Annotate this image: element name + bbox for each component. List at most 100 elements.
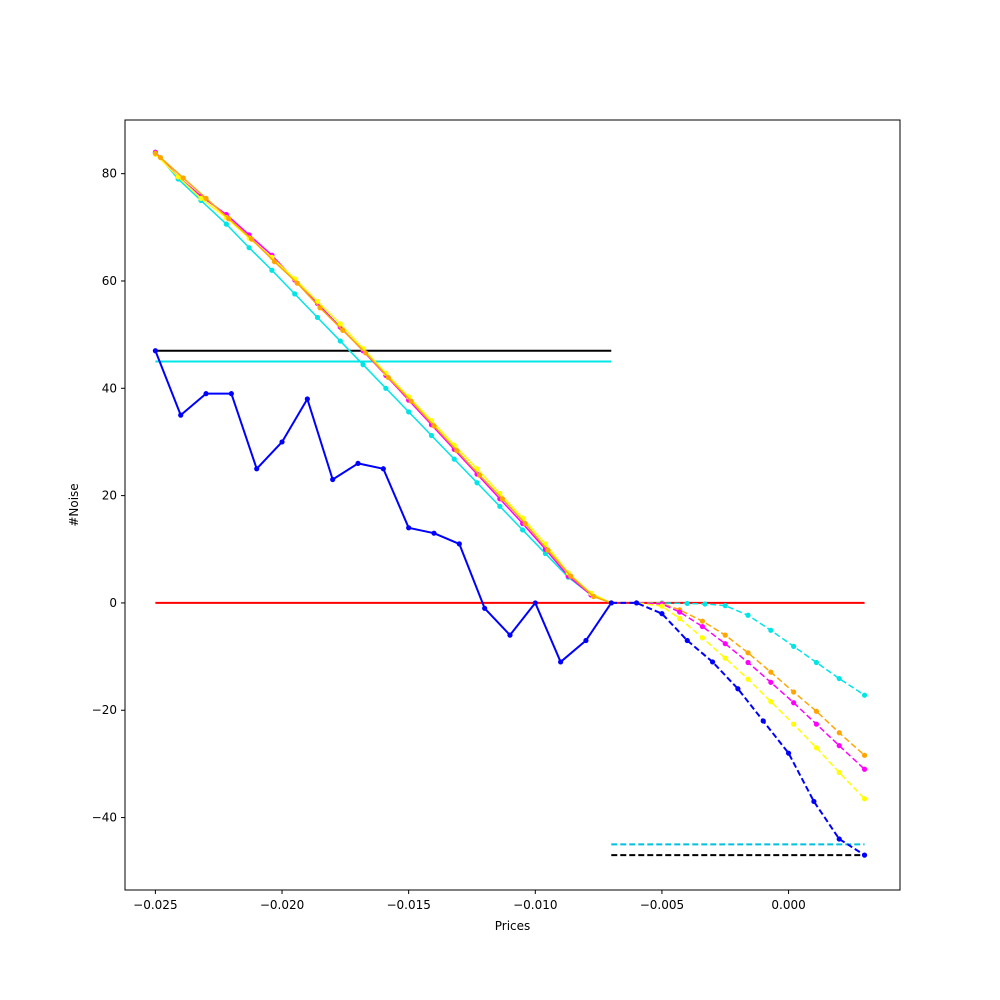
series-14-point <box>811 798 817 805</box>
series-9-point <box>558 659 564 665</box>
series-12-line <box>611 602 866 770</box>
series-12-point <box>768 679 774 685</box>
series-8-point <box>476 472 483 478</box>
series-11-point <box>768 669 774 675</box>
y-tick-label: 20 <box>102 489 117 503</box>
y-tick-label: 40 <box>102 381 117 395</box>
series-14-point <box>659 611 665 617</box>
plot-area <box>152 149 868 858</box>
series-8-point <box>249 236 255 242</box>
series-5-point <box>246 245 252 251</box>
x-axis-ticks: −0.025 −0.020 −0.015 −0.010 −0.005 0.000 <box>133 890 806 912</box>
series-12-point <box>836 743 842 749</box>
y-tick-label: 60 <box>102 274 117 288</box>
series-8-point <box>294 280 300 286</box>
series-13-point <box>722 655 728 661</box>
series-5-point <box>314 314 321 321</box>
series-11-point <box>791 689 797 695</box>
series-14-line <box>611 601 866 856</box>
series-8-point <box>157 154 164 161</box>
series-12-point <box>722 641 728 647</box>
y-tick-label: −40 <box>92 811 117 825</box>
series-5-point <box>497 503 503 509</box>
series-10-point <box>861 692 868 698</box>
series-8-point <box>431 423 437 429</box>
series-11-point <box>699 618 706 624</box>
series-9-point <box>178 412 184 418</box>
series-9-point <box>330 476 336 483</box>
series-10-point <box>768 627 774 633</box>
series-9-point <box>152 348 158 354</box>
series-14-point <box>684 637 690 644</box>
series-12-point <box>813 721 820 727</box>
series-5-point <box>269 267 275 273</box>
series-14-point <box>760 718 766 724</box>
series-8-point <box>545 547 551 553</box>
series-10-point <box>702 601 708 607</box>
x-tick-label: −0.020 <box>260 898 304 912</box>
series-14-point <box>785 750 792 756</box>
series-10-point <box>722 603 728 609</box>
x-tick-label: −0.010 <box>513 898 557 912</box>
series-12-point <box>861 766 868 772</box>
series-5-point <box>451 456 457 462</box>
series-5-point <box>223 221 229 227</box>
series-8-point <box>271 259 278 265</box>
series-8-point <box>317 305 323 311</box>
series-14-point <box>634 600 640 606</box>
series-7-point <box>198 195 204 201</box>
series-11-point <box>745 650 751 656</box>
series-13-point <box>659 603 665 609</box>
y-tick-label: 0 <box>109 596 117 610</box>
series-8-point <box>226 216 232 222</box>
y-tick-label: −20 <box>92 703 117 717</box>
series-9-point <box>228 391 234 397</box>
series-9-point <box>304 396 310 402</box>
y-axis-title: #Noise <box>67 483 81 526</box>
series-9 <box>152 348 614 665</box>
series-8-point <box>340 327 346 333</box>
series-13-line <box>611 602 866 800</box>
series-8-point <box>568 573 574 579</box>
series-14-point <box>735 686 741 692</box>
x-tick-label: 0.000 <box>771 898 805 912</box>
series-14 <box>608 600 868 858</box>
series-12-point <box>677 609 683 615</box>
series-9-point <box>532 600 538 606</box>
series-10-point <box>684 600 690 607</box>
series-5-point <box>337 338 343 344</box>
series-8-point <box>499 496 505 502</box>
series-11-point <box>861 752 868 758</box>
series-8-point <box>522 520 528 527</box>
series-13-point <box>791 721 797 727</box>
series-9-point <box>507 632 513 638</box>
x-tick-label: −0.025 <box>133 898 177 912</box>
series-5-point <box>520 527 526 533</box>
series-11-point <box>836 730 842 736</box>
series-9-point <box>482 605 488 611</box>
series-10-point <box>791 643 797 649</box>
series-13-point <box>836 769 842 776</box>
series-8-point <box>152 150 158 156</box>
series-14-point <box>709 659 716 665</box>
y-tick-label: 80 <box>102 167 117 181</box>
series-12-point <box>699 623 706 630</box>
series-8-point <box>590 593 597 600</box>
series-8-point <box>203 195 209 201</box>
series-14-point <box>836 836 842 842</box>
series-9-point <box>355 460 361 467</box>
series-8-point <box>363 350 369 356</box>
series-9-point <box>583 637 589 644</box>
series-10-point <box>836 675 842 682</box>
series-12 <box>608 600 868 772</box>
series-5-point <box>474 480 480 486</box>
series-8-point <box>385 374 391 381</box>
series-9-point <box>380 466 386 472</box>
series-13-point <box>861 796 868 802</box>
y-axis-ticks: −40 −20 0 20 40 60 80 <box>92 167 125 825</box>
series-7-point <box>383 370 389 376</box>
series-8-line <box>154 152 612 604</box>
axes-frame <box>124 119 901 891</box>
series-5-point <box>383 385 389 391</box>
